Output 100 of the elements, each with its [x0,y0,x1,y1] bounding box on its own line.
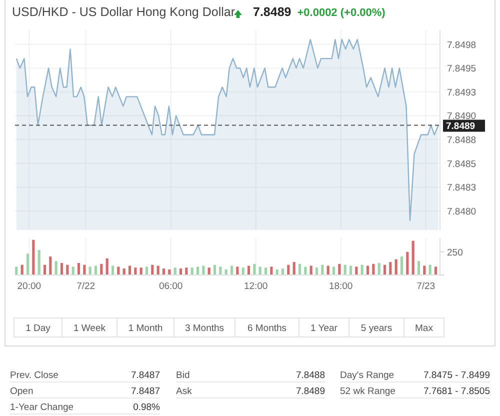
x-tick-label: 7/22 [76,281,96,292]
bar [26,254,30,275]
bar [321,264,324,275]
text: 7.8488 [296,370,325,381]
chart-subtitle: 7.8489 [253,5,292,19]
bar [304,266,307,275]
text: 7.8487 [130,370,160,381]
bar [88,266,92,275]
bar [49,256,52,275]
bar [185,268,188,275]
bar [355,266,358,275]
bar [315,268,318,275]
text: Prev. Close [10,370,58,381]
bar [242,268,244,275]
bar [298,264,302,275]
y-tick-label: 7.8495 [447,64,476,75]
bar [122,268,126,275]
bar [253,264,256,275]
text: 1 Year [310,323,338,334]
y-tick-label: 7.8490 [447,111,476,122]
bar [117,266,120,275]
bar [292,262,296,275]
bar [134,268,137,275]
bar [32,240,35,275]
bar [38,250,40,275]
ref-line-label: 7.8489 [446,121,476,132]
bar [332,266,336,275]
bar [213,264,216,275]
bar [378,262,380,275]
text: 7.8475 - 7.8499 [423,370,490,381]
bar [43,264,46,275]
bar [434,266,438,275]
text: Ask [176,386,192,397]
y-tick-label: 7.8480 [447,206,476,218]
y-tick-label: 250 [447,247,463,258]
bar [417,261,420,275]
text: 6 Months [247,323,287,334]
bar [15,266,18,275]
chart-title: USD/HKD - US Dollar Hong Kong Dollar [12,5,235,19]
bar [140,268,142,275]
text: Max [415,323,434,334]
text: Open [10,386,34,397]
bar [145,266,148,275]
bar [208,268,210,275]
bar [428,264,432,275]
x-tick-label: 06:00 [158,281,183,292]
x-tick-label: 12:00 [244,281,268,292]
text: Bid [176,370,190,381]
text: 7.8489 [296,386,325,397]
bar [174,268,176,275]
bar [344,264,346,275]
bar [270,266,273,275]
bar [360,264,364,275]
text: 3 Months [184,323,224,334]
bar [219,266,222,275]
bar [190,268,194,275]
y-tick-label: 7.8498 [447,40,476,51]
text: Day's Range [340,370,394,381]
bar [338,264,341,275]
bar [412,240,414,275]
y-tick-label: 7.8493 [447,87,476,98]
bar [372,264,375,275]
bar [66,264,69,275]
bar [264,268,268,275]
text: +0.0002 (+0.00%) [297,7,386,19]
bar [287,264,290,275]
bar [77,262,80,275]
bar [106,258,108,275]
bar [281,268,284,275]
text: 52 wk Range [340,386,396,397]
bar [151,264,154,275]
bar [162,268,166,275]
bar [20,264,24,275]
text: 0.98% [133,402,161,413]
text: 7.7681 - 7.8505 [423,386,490,397]
bar [100,264,103,275]
y-tick-label: 7.8485 [447,158,476,170]
bar [83,264,86,275]
text: 1 Day [26,323,51,334]
text: 1 Month [128,323,163,334]
bar [196,266,200,275]
bar [383,264,386,275]
x-tick-label: 20:00 [17,281,42,292]
text: 1 Week [73,323,106,334]
text: 5 years [360,323,392,334]
bar [406,252,409,275]
bar [236,266,239,275]
bar [389,262,392,275]
text: 1-Year Change [10,402,74,413]
bar [394,259,398,275]
x-tick-label: 7/23 [416,281,436,292]
bar [258,266,262,275]
x-tick-label: 18:00 [328,281,353,292]
bar [60,262,64,275]
bar [400,256,404,275]
bar [179,268,182,275]
y-tick-label: 7.8488 [447,135,476,146]
bar [54,261,58,275]
y-tick-label: 7.8483 [447,182,476,194]
bar [72,266,74,275]
